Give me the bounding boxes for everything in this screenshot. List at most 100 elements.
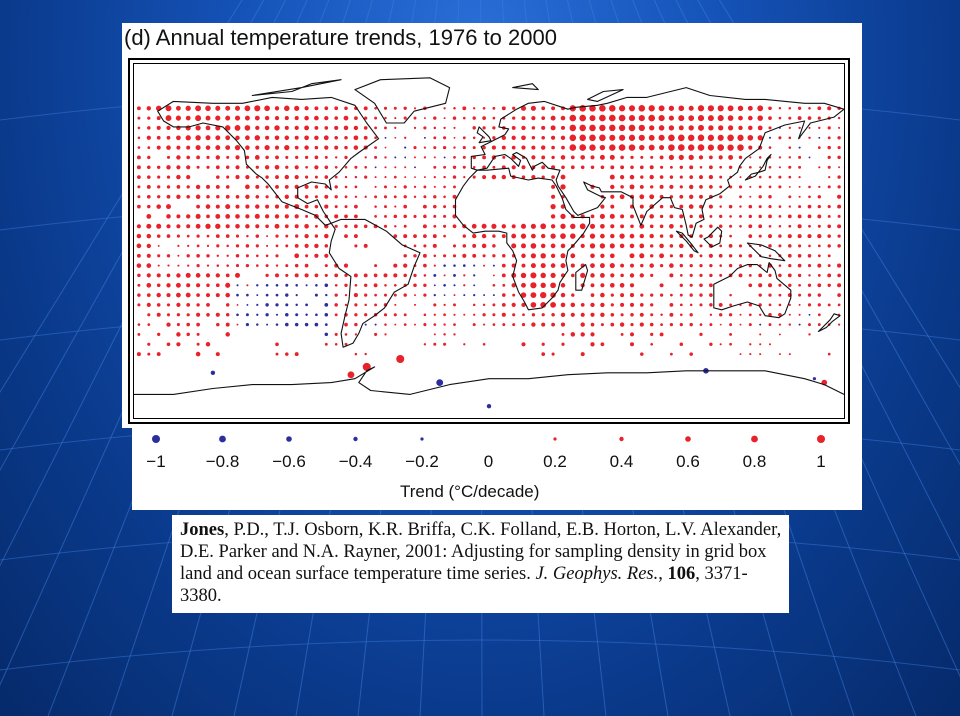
trend-dot [788,185,791,188]
trend-dot [246,234,249,238]
trend-dot [699,323,703,326]
trend-dot [383,195,388,199]
trend-dot [649,254,654,258]
trend-dot [186,254,190,258]
trend-dot [166,214,171,219]
trend-dot [186,155,191,160]
trend-dot [579,134,586,142]
trend-dot [540,282,546,288]
trend-dot [521,116,526,121]
trend-dot [453,146,456,149]
trend-dot [394,156,397,159]
trend-dot [432,243,437,248]
trend-dot [797,234,802,239]
trend-dot [808,136,811,140]
trend-dot [580,272,586,278]
trend-dot [403,195,407,199]
trend-dot [600,253,605,258]
trend-dot [137,204,141,209]
trend-dot [660,323,663,326]
trend-dot [768,175,772,179]
trend-dot [224,125,231,131]
trend-dot [520,223,527,229]
trend-dot [708,253,713,258]
trend-dot [472,175,476,179]
trend-dot [195,115,202,122]
trend-dot [501,145,506,150]
trend-dot [146,233,152,239]
trend-dot [689,194,694,199]
trend-dot [569,134,577,142]
trend-dot [729,303,732,307]
trend-dot [768,146,772,149]
trend-dot [374,185,377,188]
trend-dot [560,292,566,298]
trend-dot [354,204,358,209]
trend-dot [699,273,703,278]
trend-dot [708,204,713,209]
trend-dot [540,263,546,269]
trend-dot [531,322,536,327]
trend-dot [216,244,220,248]
trend-dot [709,165,713,170]
trend-dot [195,105,202,112]
trend-dot [837,244,841,248]
trend-dot [778,116,782,120]
trend-dot [156,145,161,150]
trend-dot [817,254,821,258]
trend-dot [679,175,683,179]
trend-dot [837,146,841,150]
trend-dot [473,264,476,267]
trend-dot [798,195,801,198]
trend-dot [294,322,299,327]
trend-dot [798,146,801,149]
trend-dot [580,165,585,170]
trend-dot [177,254,180,257]
trend-dot [284,194,289,199]
trend-dot [304,204,309,209]
trend-dot [136,253,141,258]
trend-dot [680,313,683,317]
trend-dot [394,205,397,208]
trend-dot [778,205,782,208]
trend-dot [137,195,141,199]
trend-dot [748,204,753,209]
trend-dot [609,282,615,288]
trend-dot [679,322,683,327]
trend-dot [600,223,605,229]
trend-dot [738,115,743,121]
trend-dot [550,292,556,298]
trend-dot [570,273,575,278]
trend-dot [374,215,377,218]
trend-dot [274,223,280,229]
trend-dot [205,105,211,112]
trend-dot [166,313,171,317]
trend-dot [699,283,703,288]
trend-dot [256,264,259,267]
trend-dot [304,135,309,141]
trend-dot [304,243,309,248]
trend-dot [659,243,664,249]
trend-dot [453,294,456,297]
trend-dot [719,214,723,219]
trend-dot [788,136,792,140]
trend-dot [245,175,250,180]
trend-dot [265,284,269,287]
trend-dot [758,234,762,238]
trend-dot [453,185,456,189]
trend-dot [768,126,772,130]
trend-dot [739,353,742,356]
trend-dot [698,155,704,160]
trend-dot [649,125,655,131]
trend-dot [739,313,742,316]
trend-dot [354,116,358,120]
trend-dot [818,126,821,130]
trend-dot [314,185,319,189]
trend-dot [344,136,348,140]
trend-dot [620,224,625,229]
trend-dot [768,244,772,248]
trend-dot [827,273,832,278]
trend-dot [215,273,220,278]
trend-dot [137,146,141,149]
trend-dot [215,293,220,298]
